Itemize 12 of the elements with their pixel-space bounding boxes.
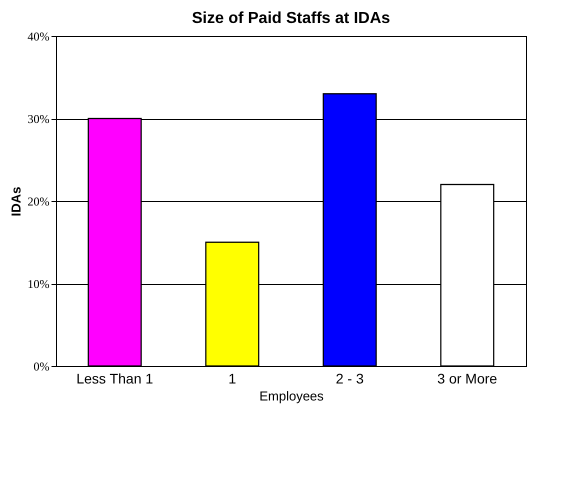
x-axis-title: Employees xyxy=(259,388,324,404)
y-tick-label: 10% xyxy=(28,277,50,291)
y-tick-label: 40% xyxy=(28,30,50,44)
y-tick-label: 30% xyxy=(28,112,50,126)
y-tick-label: 20% xyxy=(28,194,50,208)
x-tick-label: 1 xyxy=(228,370,236,386)
y-tick-label: 0% xyxy=(34,360,50,374)
x-tick-label: 3 or More xyxy=(437,370,498,386)
chart-title: Size of Paid Staffs at IDAs xyxy=(192,10,390,27)
y-axis-title: IDAs xyxy=(8,186,24,216)
x-tick-label: Less Than 1 xyxy=(76,370,154,386)
x-tick-label: 2 - 3 xyxy=(336,370,364,386)
